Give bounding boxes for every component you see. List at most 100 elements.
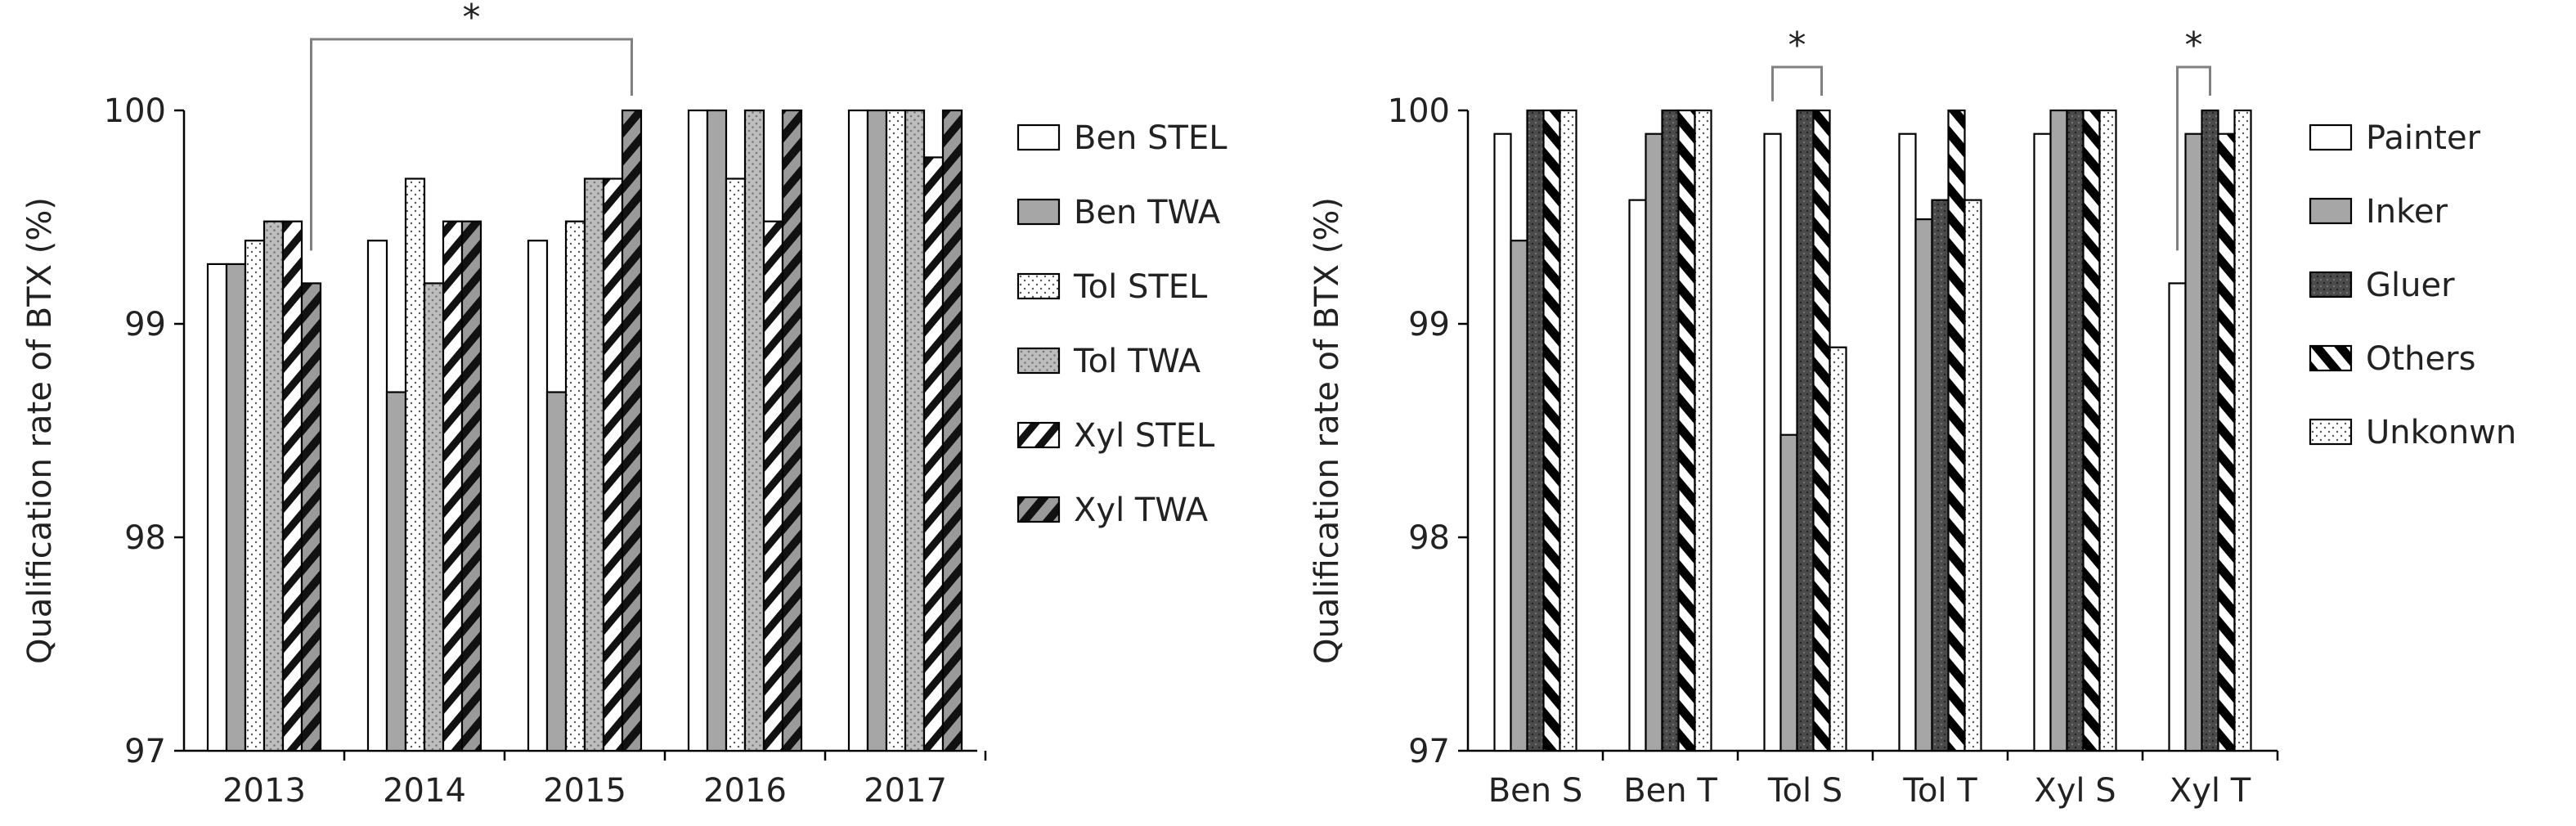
bar-tol-stel-2015: [564, 220, 586, 752]
bar-others-ben-t: [1677, 109, 1696, 752]
bar-painter-tol-t: [1898, 132, 1917, 752]
y-tick-label: 99: [1408, 306, 1450, 343]
bar-ben-stel-2015: [527, 240, 549, 752]
bar-ben-stel-2017: [847, 109, 869, 752]
bar-gluer-xyl-t: [2201, 109, 2219, 752]
bar-xyl-stel-2017: [922, 156, 945, 752]
bar-painter-xyl-s: [2033, 132, 2052, 752]
bar-inker-tol-s: [1779, 433, 1798, 752]
bar-unkonwn-tol-t: [1963, 199, 1982, 752]
legend-swatch-gluer: [2309, 271, 2353, 299]
significance-label: *: [463, 0, 481, 38]
bar-tol-twa-2017: [904, 109, 926, 752]
chart-by-occupation: 97 98 99 100 Qualification rate of BTX (%) Be…: [1308, 25, 2516, 810]
y-tick-label: 97: [124, 733, 166, 770]
bar-inker-xyl-t: [2184, 132, 2203, 752]
bar-tol-stel-2016: [725, 177, 747, 752]
bar-gluer-ben-s: [1526, 109, 1545, 752]
x-tick-label: 2013: [222, 772, 306, 810]
bar-others-ben-s: [1542, 109, 1561, 752]
bar-others-tol-s: [1812, 109, 1831, 752]
bar-ben-stel-2013: [206, 263, 228, 752]
y-axis-label: Qualification rate of BTX (%): [1308, 197, 1346, 664]
bar-xyl-twa-2013: [300, 282, 322, 752]
x-tick-label: Ben S: [1488, 772, 1583, 810]
bar-ben-twa-2013: [225, 263, 247, 752]
bar-unkonwn-tol-s: [1829, 346, 1847, 752]
bar-tol-twa-2014: [423, 282, 445, 752]
bar-ben-stel-2016: [687, 109, 709, 752]
bar-tol-twa-2015: [583, 177, 605, 752]
y-axis-label: Qualification rate of BTX (%): [21, 197, 59, 664]
bar-gluer-xyl-s: [2066, 109, 2085, 752]
bar-tol-stel-2013: [244, 240, 266, 752]
bar-unkonwn-xyl-s: [2098, 109, 2117, 752]
significance-bracket: [2176, 65, 2211, 251]
bar-xyl-twa-2016: [781, 109, 803, 752]
x-tick-label: Ben T: [1623, 772, 1717, 810]
chart-by-year: 97 98 99 100 Qualification rate of BTX (%) 20…: [21, 0, 1227, 810]
legend-swatch-inker: [2309, 197, 2353, 225]
bar-ben-twa-2017: [866, 109, 888, 752]
legend-label-xyl-stel: Xyl STEL: [1074, 417, 1215, 455]
x-tick-label: Tol S: [1767, 772, 1842, 810]
legend-label-ben-stel: Ben STEL: [1074, 119, 1227, 157]
legend-swatch-ben-twa: [1016, 198, 1061, 226]
significance-label: *: [1788, 25, 1806, 66]
bar-painter-ben-s: [1493, 132, 1512, 752]
bar-unkonwn-ben-t: [1694, 109, 1712, 752]
legend-swatch-painter: [2309, 123, 2353, 151]
x-tick-label: Tol T: [1902, 772, 1977, 810]
bar-ben-stel-2014: [366, 240, 388, 752]
bar-painter-tol-s: [1763, 132, 1782, 752]
bar-tol-twa-2016: [743, 109, 765, 752]
bar-ben-twa-2014: [385, 391, 407, 752]
legend-label-tol-stel: Tol STEL: [1073, 268, 1208, 306]
bar-ben-twa-2016: [706, 109, 728, 752]
legend-label-xyl-twa: Xyl TWA: [1074, 492, 1209, 529]
bar-others-tol-t: [1947, 109, 1966, 752]
x-tick-label: 2014: [383, 772, 466, 810]
legend-label-unkonwn: Unkonwn: [2366, 414, 2516, 451]
bar-xyl-twa-2017: [941, 109, 963, 752]
significance-bracket: [1771, 65, 1823, 101]
bar-others-xyl-t: [2217, 132, 2236, 752]
bar-xyl-stel-2013: [281, 220, 303, 752]
bar-gluer-tol-t: [1931, 199, 1950, 752]
y-tick-label: 97: [1408, 733, 1450, 770]
legend-swatch-unkonwn: [2309, 418, 2353, 446]
bar-xyl-twa-2014: [460, 220, 482, 752]
bar-painter-ben-t: [1628, 199, 1647, 752]
y-tick-label: 98: [1408, 519, 1450, 557]
legend-label-others: Others: [2366, 340, 2475, 378]
legend-swatch-xyl-twa: [1016, 496, 1061, 523]
bar-ben-twa-2015: [545, 391, 568, 752]
bar-xyl-stel-2014: [442, 220, 464, 752]
bar-xyl-stel-2015: [602, 177, 624, 752]
bar-others-xyl-s: [2082, 109, 2101, 752]
bar-unkonwn-ben-s: [1559, 109, 1577, 752]
legend-swatch-xyl-stel: [1016, 421, 1061, 449]
bar-gluer-ben-t: [1661, 109, 1680, 752]
bar-tol-stel-2017: [885, 109, 907, 752]
y-tick-label: 98: [124, 519, 166, 557]
x-tick-label: 2015: [543, 772, 626, 810]
legend-label-inker: Inker: [2366, 193, 2448, 231]
bar-tol-stel-2014: [404, 177, 426, 752]
legend-label-ben-twa: Ben TWA: [1074, 194, 1221, 231]
bar-xyl-twa-2015: [621, 109, 643, 752]
bar-unkonwn-xyl-t: [2233, 109, 2252, 752]
x-tick-label: Xyl S: [2034, 772, 2116, 810]
bar-inker-ben-t: [1645, 132, 1663, 752]
legend-swatch-tol-twa: [1016, 347, 1061, 375]
bar-inker-xyl-s: [2049, 109, 2068, 752]
bar-gluer-tol-s: [1796, 109, 1815, 752]
x-tick-label: 2017: [864, 772, 947, 810]
y-tick-label: 100: [1388, 92, 1450, 130]
x-tick-label: Xyl T: [2170, 772, 2251, 810]
bar-tol-twa-2013: [263, 220, 285, 752]
legend-swatch-tol-stel: [1016, 272, 1061, 300]
y-tick-label: 99: [124, 306, 166, 343]
legend-swatch-others: [2309, 344, 2353, 372]
